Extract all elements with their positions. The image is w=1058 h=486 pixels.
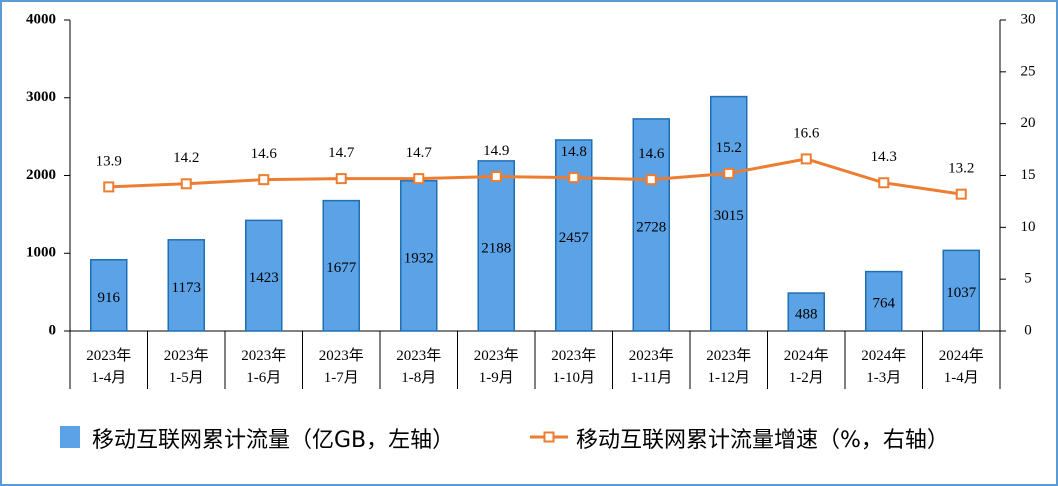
legend-label: 移动互联网累计流量（亿GB，左轴） xyxy=(92,428,455,453)
line-marker xyxy=(568,172,580,184)
y-tick-label: 1000 xyxy=(26,245,56,261)
line-marker xyxy=(645,174,657,186)
y-tick-label: 2000 xyxy=(26,167,56,183)
y2-tick-label: 15 xyxy=(1021,167,1036,183)
y2-tick-label: 5 xyxy=(1024,271,1032,287)
bar xyxy=(167,239,205,332)
line-marker xyxy=(180,178,192,190)
bar-value-label: 1037 xyxy=(946,285,977,301)
bar xyxy=(942,249,980,332)
bar xyxy=(400,180,438,332)
y2-tick-label: 20 xyxy=(1021,115,1036,131)
bar-value-label: 1677 xyxy=(326,260,357,276)
bar-value-label: 1423 xyxy=(249,270,279,286)
line-value-label: 14.7 xyxy=(328,145,355,161)
bar-value-label: 3015 xyxy=(714,208,744,224)
line-marker xyxy=(413,173,425,185)
bar xyxy=(90,259,128,332)
x-tick-label: 2023年 1-9月 xyxy=(473,348,519,386)
bar-value-label: 1932 xyxy=(404,250,434,266)
bar xyxy=(477,160,515,332)
y-tick-label: 0 xyxy=(49,322,57,338)
x-tick-label: 2023年 1-11月 xyxy=(628,348,674,386)
line-value-label: 14.3 xyxy=(871,149,897,165)
x-tick-label: 2023年 1-8月 xyxy=(396,348,442,386)
line-value-label: 15.2 xyxy=(716,140,742,156)
bar-value-label: 1173 xyxy=(172,280,201,296)
line-value-label: 14.7 xyxy=(406,145,433,161)
bar-value-label: 916 xyxy=(98,290,121,306)
x-tick-label: 2023年 1-12月 xyxy=(706,348,752,386)
x-tick-label: 2023年 1-7月 xyxy=(318,348,364,386)
line-value-label: 13.2 xyxy=(948,161,974,177)
line-value-label: 14.2 xyxy=(173,150,199,166)
line-value-label: 14.9 xyxy=(483,143,509,159)
bar xyxy=(555,139,593,332)
line-marker xyxy=(800,153,812,165)
bar xyxy=(322,199,360,332)
line-value-label: 14.6 xyxy=(251,146,278,162)
line-value-label: 13.9 xyxy=(96,153,122,169)
x-tick-label: 2024年 1-3月 xyxy=(861,348,907,386)
y2-tick-label: 0 xyxy=(1024,322,1032,338)
x-tick-label: 2024年 1-4月 xyxy=(938,348,984,386)
bar-value-label: 488 xyxy=(795,306,818,322)
line-marker xyxy=(335,173,347,185)
line-value-label: 14.8 xyxy=(561,144,587,160)
legend-swatch xyxy=(60,426,80,448)
bar-value-label: 764 xyxy=(873,296,896,312)
legend-marker xyxy=(543,431,555,443)
y-tick-label: 3000 xyxy=(26,89,56,105)
line-marker xyxy=(490,171,502,183)
bar-value-label: 2457 xyxy=(559,230,590,246)
y-tick-label: 4000 xyxy=(26,11,56,27)
x-tick-label: 2023年 1-10月 xyxy=(551,348,597,386)
line-value-label: 16.6 xyxy=(793,125,820,141)
line-marker xyxy=(878,177,890,189)
bar xyxy=(710,95,748,332)
bar xyxy=(632,118,670,332)
y2-tick-label: 25 xyxy=(1021,63,1036,79)
y2-tick-label: 30 xyxy=(1021,11,1036,27)
bar xyxy=(787,292,825,332)
x-tick-label: 2023年 1-4月 xyxy=(86,348,132,386)
x-tick-label: 2023年 1-6月 xyxy=(241,348,287,386)
bar xyxy=(865,270,903,332)
y2-tick-label: 10 xyxy=(1021,219,1036,235)
legend-label: 移动互联网累计流量增速（%，右轴） xyxy=(576,428,949,453)
x-tick-label: 2023年 1-5月 xyxy=(163,348,209,386)
line-marker xyxy=(723,167,735,179)
line xyxy=(108,157,962,196)
bar-value-label: 2728 xyxy=(636,219,666,235)
line-value-label: 14.6 xyxy=(638,146,665,162)
line-marker xyxy=(103,181,115,193)
bar-value-label: 2188 xyxy=(481,240,511,256)
x-tick-label: 2024年 1-2月 xyxy=(783,348,829,386)
line-marker xyxy=(258,174,270,186)
bar xyxy=(245,219,283,332)
line-marker xyxy=(955,188,967,200)
